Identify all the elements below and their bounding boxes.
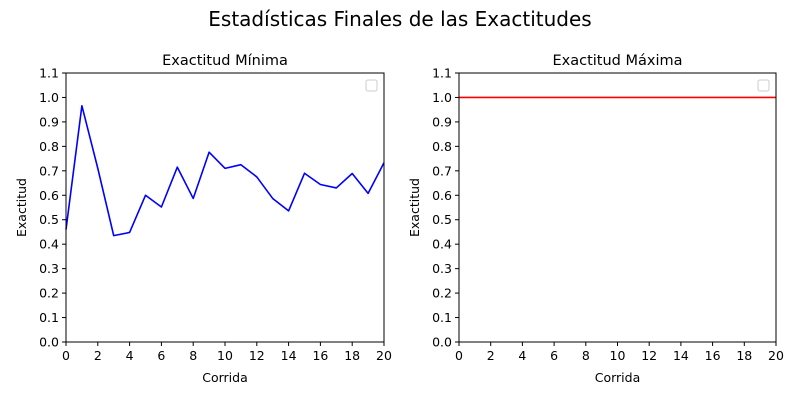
y-tick-label: 0.2 (432, 286, 452, 301)
y-tick-label: 0.9 (432, 114, 452, 129)
legend-box (757, 79, 770, 92)
y-tick-label: 0.8 (39, 139, 59, 154)
series-line-0 (65, 104, 385, 237)
y-tick-label: 0.2 (39, 286, 59, 301)
y-tick-label: 0.6 (39, 188, 59, 203)
x-axis-label: Corrida (202, 370, 248, 385)
y-tick-label: 0.0 (39, 335, 59, 350)
x-tick-label: 4 (126, 348, 134, 363)
x-tick-label: 16 (312, 348, 328, 363)
x-tick-label: 6 (550, 348, 558, 363)
y-tick-label: 1.1 (39, 66, 59, 81)
legend-box (365, 79, 378, 92)
x-tick-label: 0 (62, 348, 70, 363)
y-axis-label: Exactitud (407, 178, 422, 237)
y-tick-label: 1.0 (432, 90, 452, 105)
y-tick-label: 0.5 (39, 212, 59, 227)
chart-panel-minimum: Exactitud Mínima 0 2 4 6 8 10 12 14 16 18 20 0.0 0.1 0… (14, 53, 392, 385)
chart-panel-maximum: Exactitud Máxima 0 2 4 6 8 10 12 14 16 18 20 0.0 0.1 0… (407, 53, 784, 385)
y-tick-label: 0.1 (432, 310, 452, 325)
x-tick-label: 12 (249, 348, 265, 363)
figure-suptitle: Estadísticas Finales de las Exactitudes (208, 7, 591, 31)
axes-title: Exactitud Máxima (552, 53, 682, 69)
x-tick-label: 14 (281, 348, 297, 363)
x-tick-label: 16 (705, 348, 721, 363)
x-tick-label: 8 (582, 348, 590, 363)
y-tick-label: 0.4 (39, 237, 59, 252)
y-tick-label: 0.3 (39, 261, 59, 276)
x-tick-label: 0 (455, 348, 463, 363)
y-tick-label: 0.8 (432, 139, 452, 154)
x-tick-label: 10 (217, 348, 233, 363)
axes-title: Exactitud Mínima (162, 53, 288, 69)
x-tick-label: 8 (189, 348, 197, 363)
y-axis-label: Exactitud (14, 178, 29, 237)
y-tick-label: 0.7 (39, 163, 59, 178)
y-tick-label: 1.0 (39, 90, 59, 105)
x-tick-label: 10 (610, 348, 626, 363)
x-tick-label: 4 (518, 348, 526, 363)
y-tick-label: 1.1 (432, 66, 452, 81)
y-tick-label: 0.6 (432, 188, 452, 203)
x-tick-label: 2 (94, 348, 102, 363)
y-tick-label: 0.4 (432, 237, 452, 252)
x-tick-label: 20 (768, 348, 784, 363)
x-tick-label: 18 (736, 348, 752, 363)
x-tick-label: 2 (487, 348, 495, 363)
y-tick-label: 0.7 (432, 163, 452, 178)
y-tick-label: 0.9 (39, 114, 59, 129)
y-tick-label: 0.5 (432, 212, 452, 227)
x-axis-label: Corrida (595, 370, 641, 385)
x-tick-label: 6 (157, 348, 165, 363)
x-tick-label: 12 (641, 348, 657, 363)
x-tick-label: 14 (673, 348, 689, 363)
x-tick-label: 20 (376, 348, 392, 363)
axes-frame (65, 72, 385, 343)
y-tick-label: 0.0 (432, 335, 452, 350)
y-tick-label: 0.3 (432, 261, 452, 276)
axes-frame (458, 72, 777, 343)
x-tick-label: 18 (344, 348, 360, 363)
y-tick-label: 0.1 (39, 310, 59, 325)
